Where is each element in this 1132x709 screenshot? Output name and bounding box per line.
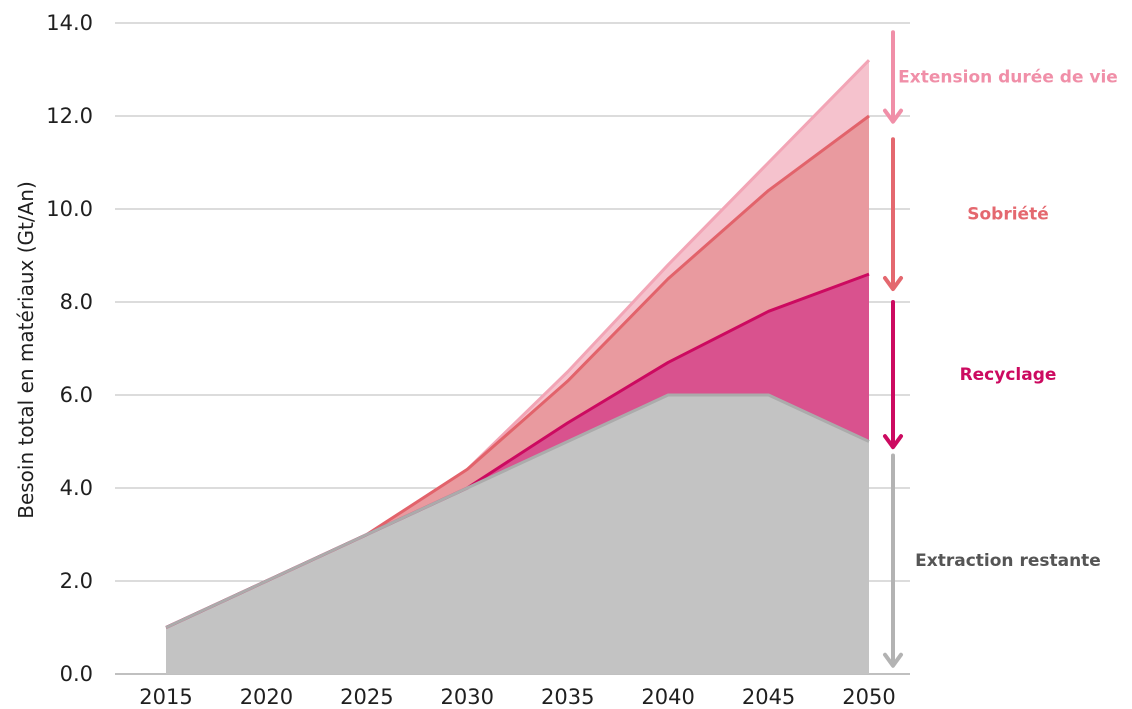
annotation-label: Extraction restante [915,551,1101,571]
y-tick-label: 12.0 [46,104,93,128]
y-tick-label: 4.0 [60,476,93,500]
annotation-label: Extension durée de vie [898,67,1118,87]
x-axis-ticks: 2015 2020 2025 2030 2035 2040 2045 2050 [139,685,895,709]
y-axis-ticks: 0.0 2.0 4.0 6.0 8.0 10.0 12.0 14.0 [46,11,93,686]
y-tick-label: 6.0 [60,383,93,407]
x-tick-label: 2035 [541,685,594,709]
y-axis-label: Besoin total en matériaux (Gt/An) [14,181,38,519]
y-tick-label: 10.0 [46,197,93,221]
area-series [166,60,869,674]
y-tick-label: 2.0 [60,569,93,593]
y-tick-label: 0.0 [60,662,93,686]
x-tick-label: 2040 [641,685,694,709]
x-tick-label: 2015 [139,685,192,709]
annotation-label: Sobriété [967,205,1049,225]
x-tick-label: 2045 [742,685,795,709]
annotation-label: Recyclage [960,365,1057,385]
annotations: Extension durée de vie Sobriété Recyclage E… [885,32,1118,665]
x-tick-label: 2025 [340,685,393,709]
x-tick-label: 2030 [441,685,494,709]
y-tick-label: 8.0 [60,290,93,314]
x-tick-label: 2020 [240,685,293,709]
y-tick-label: 14.0 [46,11,93,35]
x-tick-label: 2050 [842,685,895,709]
